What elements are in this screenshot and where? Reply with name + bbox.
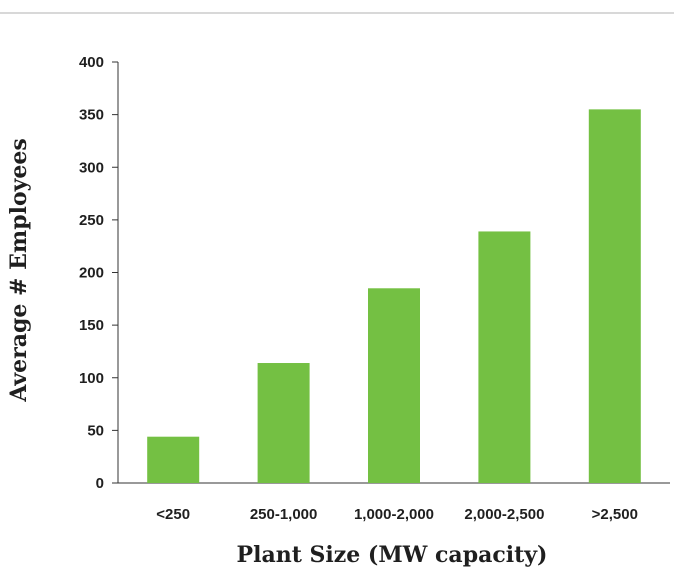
x-tick-label: 250-1,000 (250, 506, 318, 523)
x-axis: <250 250-1,000 1,000-2,000 2,000-2,500 >2,50… (118, 482, 670, 523)
y-tick-label: 200 (79, 265, 104, 282)
x-tick-label: 2,000-2,500 (464, 506, 544, 523)
bars-group (147, 109, 641, 484)
bar (257, 363, 310, 483)
y-axis-title: Average # Employees (6, 138, 32, 403)
bar (147, 436, 200, 483)
y-tick-label: 50 (87, 422, 104, 439)
x-axis-title: Plant Size (MW capacity) (237, 542, 548, 568)
bar (368, 288, 420, 483)
x-tick-label: <250 (156, 506, 190, 523)
y-tick-label: 0 (96, 475, 104, 492)
y-axis: 0 50 100 150 200 250 300 350 400 (79, 54, 119, 492)
y-tick-label: 400 (79, 54, 104, 71)
y-tick-label: 100 (79, 370, 104, 387)
bar (588, 109, 641, 484)
y-tick-label: 300 (79, 159, 104, 176)
y-tick-label: 150 (79, 317, 104, 334)
y-tick-label: 350 (79, 107, 104, 124)
x-tick-label: >2,500 (592, 506, 638, 523)
x-tick-label: 1,000-2,000 (354, 506, 434, 523)
y-tick-label: 250 (79, 212, 104, 229)
bar (478, 231, 531, 483)
